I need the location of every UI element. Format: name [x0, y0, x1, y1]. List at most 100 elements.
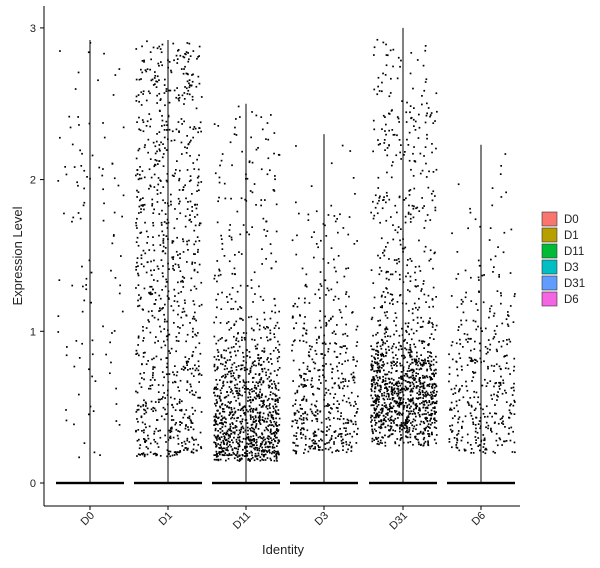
point [184, 225, 187, 228]
point [396, 361, 398, 363]
point [226, 447, 228, 449]
point [149, 285, 151, 288]
point [473, 358, 476, 361]
point [278, 396, 281, 399]
point [377, 85, 379, 88]
point [220, 421, 223, 424]
point [233, 335, 235, 338]
point [349, 404, 352, 407]
point [143, 203, 146, 206]
point [398, 260, 401, 263]
point [413, 187, 416, 190]
point [192, 327, 194, 330]
point [299, 374, 301, 377]
point [164, 78, 166, 81]
point [357, 427, 359, 430]
point [227, 428, 230, 431]
point [166, 202, 169, 205]
point [166, 412, 169, 415]
point [340, 439, 343, 442]
point [421, 365, 424, 367]
point [345, 400, 348, 403]
point [375, 398, 377, 401]
point [214, 427, 217, 430]
point [410, 355, 413, 358]
point [403, 247, 405, 250]
point [398, 414, 401, 416]
point [163, 313, 165, 316]
point [154, 163, 156, 166]
point [277, 430, 279, 433]
point [421, 197, 423, 199]
point [265, 442, 267, 445]
point [323, 394, 326, 396]
point [432, 122, 435, 124]
point [302, 340, 305, 342]
point [489, 348, 491, 351]
points-D11 [213, 105, 281, 462]
point [373, 409, 376, 411]
point [161, 230, 164, 233]
point [311, 358, 314, 361]
point [140, 231, 143, 234]
point [371, 385, 373, 388]
point [83, 299, 86, 302]
point [338, 362, 340, 364]
point [291, 239, 294, 242]
point [197, 360, 200, 363]
point [388, 382, 391, 384]
point [413, 107, 415, 109]
point [230, 408, 233, 411]
point [274, 400, 277, 402]
point [181, 279, 184, 282]
point [176, 434, 179, 437]
point [121, 215, 123, 218]
point [305, 273, 308, 276]
point [352, 356, 355, 358]
point [251, 390, 254, 393]
point [102, 219, 105, 222]
point [434, 120, 436, 122]
point [196, 190, 198, 192]
point [231, 287, 234, 289]
point [382, 252, 384, 254]
point [111, 162, 114, 165]
point [433, 389, 436, 392]
point [161, 125, 163, 127]
point [395, 370, 397, 372]
point [232, 346, 235, 348]
point [432, 338, 435, 340]
point [395, 410, 398, 413]
point [270, 433, 273, 435]
point [190, 450, 193, 453]
point [150, 274, 153, 276]
point [469, 207, 471, 210]
point [182, 72, 185, 75]
point [187, 143, 190, 146]
point [500, 345, 503, 348]
point [392, 161, 394, 163]
point [400, 422, 403, 424]
point [487, 351, 489, 354]
point [387, 424, 389, 427]
point [273, 370, 276, 372]
point [475, 328, 478, 331]
point [172, 256, 175, 258]
point [162, 143, 164, 145]
point [393, 422, 395, 424]
point [166, 218, 169, 221]
point [228, 452, 231, 455]
point [167, 290, 170, 293]
point [265, 406, 268, 408]
point [149, 387, 152, 390]
point [426, 137, 428, 140]
point [194, 224, 197, 227]
point [197, 369, 200, 372]
point [449, 407, 452, 410]
point [460, 298, 463, 301]
point [392, 429, 394, 432]
point [276, 452, 278, 455]
point [113, 234, 115, 236]
point [145, 426, 147, 429]
point [372, 150, 374, 153]
